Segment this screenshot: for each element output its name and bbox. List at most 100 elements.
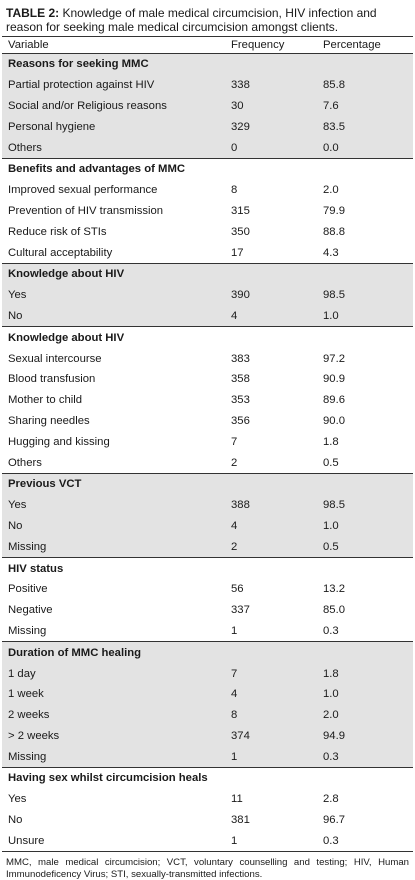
row-label: Negative [8,604,53,617]
row-percentage: 0.5 [323,456,339,469]
row-frequency: 7 [225,663,317,684]
table-row: Yes 11 2.8 [2,789,413,810]
table-row: Missing 1 0.3 [2,621,413,642]
row-label: Yes [2,284,225,306]
row-frequency: 1 [225,746,317,768]
row-label: Personal hygiene [2,116,225,138]
table-row: Others 0 0.0 [2,137,413,159]
row-label: Sexual intercourse [8,352,102,365]
row-label: Mother to child [8,394,83,407]
table-body: Reasons for seeking MMC Partial protectio… [2,53,413,852]
table-row: Personal hygiene 329 83.5 [2,116,413,138]
row-label: Blood transfusion [8,373,96,386]
table-row: Hugging and kissing 7 1.8 [2,431,413,452]
row-label: Yes [8,793,27,806]
row-label: Reduce risk of STIs [8,225,107,238]
row-percentage: 79.9 [323,204,345,217]
table-row: 1 day 7 1.8 [2,663,413,684]
section-header-row: Benefits and advantages of MMC [2,158,413,179]
row-percentage: 2.8 [323,793,339,806]
row-label: Partial protection against HIV [2,74,225,96]
section-title: HIV status [8,562,64,575]
row-percentage: 2.0 [317,704,413,726]
table-row: Negative 337 85.0 [2,600,413,621]
row-frequency: 1 [231,834,238,847]
row-label: Improved sexual performance [8,184,158,197]
table-row: Cultural acceptability 17 4.3 [2,242,413,263]
table-row: Partial protection against HIV 338 85.8 [2,74,413,96]
row-percentage: 88.8 [323,225,345,238]
row-label: 1 week [2,683,225,705]
row-percentage: 0.3 [323,624,339,637]
section-header-row: Knowledge about HIV [2,326,413,348]
row-label: No [2,305,225,327]
table-row: Missing 1 0.3 [2,746,413,768]
row-frequency: 8 [231,184,238,197]
table-row: 2 weeks 8 2.0 [2,704,413,726]
row-percentage: 7.6 [317,95,413,117]
data-table: Variable Frequency Percentage Reasons fo… [2,37,413,851]
section-title: Duration of MMC healing [2,641,413,664]
section-title: Having sex whilst circumcision heals [8,772,208,785]
row-frequency: 338 [225,74,317,96]
section-title: Reasons for seeking MMC [2,53,413,75]
table-row: Missing 2 0.5 [2,536,413,558]
row-percentage: 89.6 [323,394,345,407]
row-percentage: 1.0 [317,683,413,705]
row-label: Unsure [8,834,45,847]
row-frequency: 374 [225,725,317,747]
row-frequency: 11 [231,793,243,806]
row-frequency: 383 [231,352,250,365]
row-percentage: 90.0 [323,414,345,427]
row-frequency: 4 [225,305,317,327]
row-label: Yes [2,494,225,516]
row-percentage: 96.7 [323,814,345,827]
row-percentage: 0.5 [317,536,413,558]
row-frequency: 388 [225,494,317,516]
section-title: Knowledge about HIV [8,331,125,344]
row-percentage: 0.3 [323,834,339,847]
column-header-variable: Variable [8,39,49,51]
table-row: Sharing needles 356 90.0 [2,411,413,432]
section-header-row: HIV status [2,557,413,579]
row-frequency: 329 [225,116,317,138]
table-row: No 4 1.0 [2,515,413,537]
section-title: Benefits and advantages of MMC [8,163,186,176]
column-header-percentage: Percentage [323,39,381,51]
row-frequency: 337 [231,604,250,617]
row-percentage: 97.2 [323,352,345,365]
row-label: Prevention of HIV transmission [8,204,164,217]
section-title: Knowledge about HIV [2,263,413,285]
row-label: Missing [2,536,225,558]
row-label: Others [8,456,42,469]
table-row: Improved sexual performance 8 2.0 [2,180,413,201]
row-percentage: 98.5 [317,494,413,516]
row-frequency: 0 [225,137,317,159]
row-label: > 2 weeks [2,725,225,747]
table-row: > 2 weeks 374 94.9 [2,725,413,747]
row-frequency: 2 [231,456,238,469]
row-percentage: 1.0 [317,305,413,327]
row-label: Missing [2,746,225,768]
table-row: Mother to child 353 89.6 [2,390,413,411]
row-label: No [8,814,23,827]
row-percentage: 98.5 [317,284,413,306]
row-percentage: 90.9 [323,373,345,386]
table-row: Yes 390 98.5 [2,284,413,306]
row-frequency: 315 [231,204,250,217]
row-percentage: 1.0 [317,515,413,537]
table-row: Reduce risk of STIs 350 88.8 [2,221,413,242]
row-percentage: 0.0 [317,137,413,159]
row-frequency: 390 [225,284,317,306]
row-frequency: 358 [231,373,250,386]
table-row: Others 2 0.5 [2,452,413,473]
row-frequency: 4 [225,683,317,705]
header-row: Variable Frequency Percentage [2,37,413,54]
row-label: No [2,515,225,537]
row-label: Positive [8,583,48,596]
caption-label: TABLE 2: [6,6,60,20]
row-frequency: 56 [231,583,244,596]
row-label: Others [2,137,225,159]
row-label: Hugging and kissing [8,435,110,448]
row-frequency: 353 [231,394,250,407]
